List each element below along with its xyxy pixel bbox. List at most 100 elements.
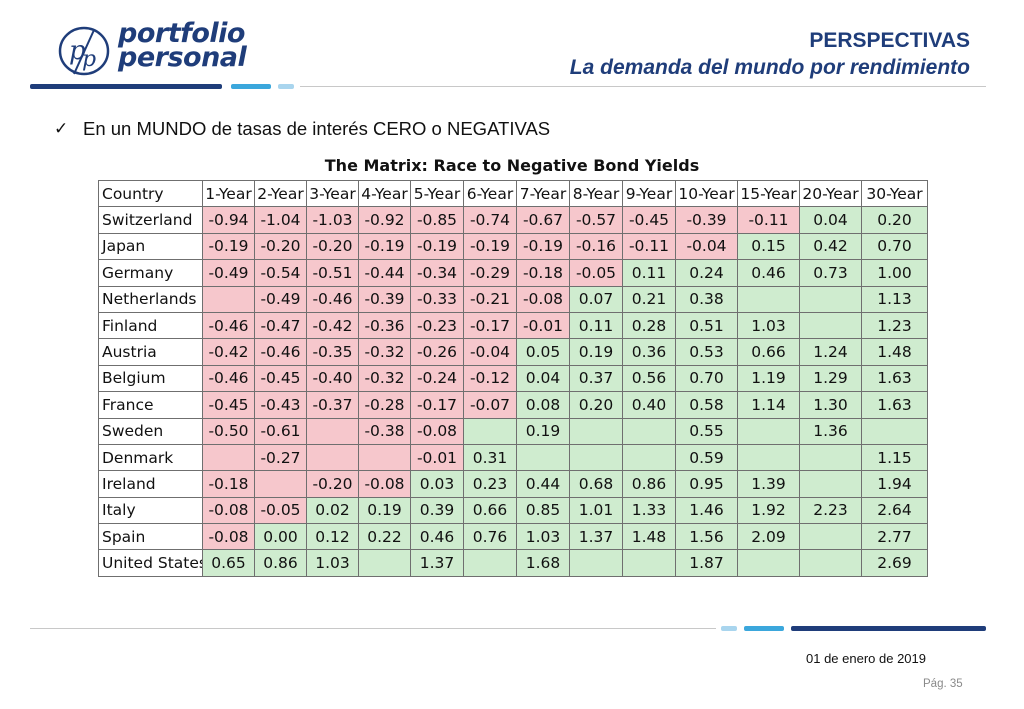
- yield-cell: -0.08: [202, 496, 255, 525]
- yield-cell: 1.03: [737, 311, 800, 340]
- bullet-text: En un MUNDO de tasas de interés CERO o N…: [83, 118, 551, 139]
- yield-cell: 1.29: [799, 364, 862, 393]
- yield-cell: 1.37: [410, 549, 464, 577]
- yield-cell: -0.20: [306, 232, 359, 261]
- yield-cell: -0.51: [306, 259, 359, 287]
- yield-cell: 0.68: [569, 470, 623, 498]
- table-row: Sweden -0.50 -0.61 -0.38 -0.08 0.19 0.55 1.36: [98, 417, 928, 445]
- yield-cell: -0.08: [516, 285, 570, 313]
- yield-cell: -0.36: [358, 311, 411, 340]
- yield-cell: -0.01: [410, 443, 464, 472]
- yield-cell: -0.45: [254, 364, 307, 393]
- bullet-point: ✓ En un MUNDO de tasas de interés CERO o…: [54, 118, 550, 140]
- yield-cell: [254, 470, 307, 498]
- yield-cell: 1.37: [569, 523, 623, 551]
- yield-cell: 2.09: [737, 523, 800, 551]
- yield-cell: -0.74: [463, 206, 517, 234]
- table-row: Germany -0.49 -0.54 -0.51 -0.44 -0.34 -0.29 -0.…: [98, 259, 928, 287]
- yield-cell: 0.05: [516, 338, 570, 366]
- yield-cell: -0.28: [358, 391, 411, 419]
- yield-cell: -0.08: [358, 470, 411, 498]
- yield-cell: 0.20: [861, 206, 928, 234]
- yield-cell: 1.46: [675, 496, 738, 525]
- yield-cell: -0.39: [675, 206, 738, 234]
- yield-cell: 2.77: [861, 523, 928, 551]
- yield-cell: 0.85: [516, 496, 570, 525]
- yield-cell: -0.43: [254, 391, 307, 419]
- yield-cell: -0.46: [254, 338, 307, 366]
- yield-cell: 0.66: [463, 496, 517, 525]
- yield-cell: 1.87: [675, 549, 738, 577]
- yield-cell: 0.56: [622, 364, 676, 393]
- yield-cell: 0.04: [516, 364, 570, 393]
- yield-cell: 0.20: [569, 391, 623, 419]
- yield-cell: 1.03: [306, 549, 359, 577]
- yield-cell: [358, 549, 411, 577]
- yield-cell: 1.15: [861, 443, 928, 472]
- yield-cell: -0.12: [463, 364, 517, 393]
- slide-subtitle: La demanda del mundo por rendimiento: [569, 56, 970, 79]
- yield-cell: [463, 417, 517, 445]
- column-header: 5-Year: [410, 179, 464, 208]
- yield-cell: [569, 443, 623, 472]
- yield-cell: 1.94: [861, 470, 928, 498]
- yield-cell: -0.11: [737, 206, 800, 234]
- yield-cell: -0.33: [410, 285, 464, 313]
- country-cell: Sweden: [98, 417, 203, 445]
- yield-cell: 0.02: [306, 496, 359, 525]
- yield-cell: 1.48: [861, 338, 928, 366]
- yield-cell: -0.44: [358, 259, 411, 287]
- yield-cell: 0.19: [569, 338, 623, 366]
- yield-cell: [463, 549, 517, 577]
- yield-cell: [737, 417, 800, 445]
- yield-cell: 0.46: [410, 523, 464, 551]
- yield-cell: 0.36: [622, 338, 676, 366]
- footer-divider-line: [30, 628, 716, 629]
- country-cell: United States: [98, 549, 203, 577]
- table-row: Denmark -0.27 -0.01 0.31 0.59 1.15: [98, 443, 928, 472]
- country-cell: Spain: [98, 523, 203, 551]
- yield-cell: -0.18: [202, 470, 255, 498]
- bond-yield-matrix: The Matrix: Race to Negative Bond Yields…: [98, 150, 928, 591]
- yield-cell: [569, 417, 623, 445]
- header-divider-light: [278, 84, 294, 89]
- yield-cell: -0.20: [254, 232, 307, 261]
- country-cell: Japan: [98, 232, 203, 261]
- column-header: 2-Year: [254, 179, 307, 208]
- yield-cell: -0.05: [569, 259, 623, 287]
- header-divider-accent: [231, 84, 271, 89]
- yield-cell: 0.40: [622, 391, 676, 419]
- yield-cell: -0.27: [254, 443, 307, 472]
- yield-cell: -1.04: [254, 206, 307, 234]
- yield-cell: 0.42: [799, 232, 862, 261]
- yield-cell: -0.20: [306, 470, 359, 498]
- yield-cell: [799, 523, 862, 551]
- yield-cell: -0.17: [410, 391, 464, 419]
- yield-cell: -0.85: [410, 206, 464, 234]
- table-row: Finland -0.46 -0.47 -0.42 -0.36 -0.23 -0.17 -0.…: [98, 311, 928, 340]
- country-cell: Finland: [98, 311, 203, 340]
- yield-cell: [569, 549, 623, 577]
- column-header: 8-Year: [569, 179, 623, 208]
- column-header: 6-Year: [463, 179, 517, 208]
- yield-cell: 1.39: [737, 470, 800, 498]
- matrix-title: The Matrix: Race to Negative Bond Yields: [324, 155, 700, 175]
- yield-cell: -0.16: [569, 232, 623, 261]
- yield-cell: -0.21: [463, 285, 517, 313]
- yield-cell: -0.46: [202, 364, 255, 393]
- yield-cell: -0.61: [254, 417, 307, 445]
- yield-cell: -0.46: [306, 285, 359, 313]
- table-row: Austria -0.42 -0.46 -0.35 -0.32 -0.26 -0.04 0.0…: [98, 338, 928, 366]
- slide-date: 01 de enero de 2019: [806, 651, 926, 666]
- yield-cell: 1.30: [799, 391, 862, 419]
- header-divider-main: [30, 84, 222, 89]
- yield-cell: 0.15: [737, 232, 800, 261]
- column-header: 3-Year: [306, 179, 359, 208]
- table-header-row: Country 1-Year 2-Year 3-Year 4-Year 5-Year 6-Y…: [98, 179, 928, 208]
- yield-cell: -0.94: [202, 206, 255, 234]
- yield-cell: -0.19: [410, 232, 464, 261]
- column-header: 4-Year: [358, 179, 411, 208]
- table-row: Netherlands -0.49 -0.46 -0.39 -0.33 -0.21 -0.0…: [98, 285, 928, 313]
- yield-cell: -0.19: [202, 232, 255, 261]
- yield-cell: 0.04: [799, 206, 862, 234]
